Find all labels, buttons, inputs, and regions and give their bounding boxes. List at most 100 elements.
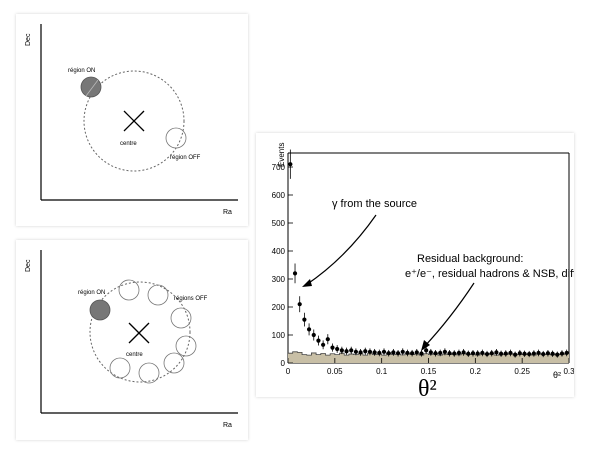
center-cross-b [123, 110, 145, 132]
off-histogram-layer [288, 351, 569, 356]
on-point [508, 350, 513, 356]
on-point [555, 352, 560, 357]
x-tick-label: 0 [286, 367, 291, 376]
on-region-label: région ON [78, 290, 105, 296]
on-points-layer [288, 149, 569, 358]
x-axis-label: θ² [553, 370, 561, 380]
on-point [419, 351, 424, 356]
annotation-source: γ from the source [332, 198, 417, 210]
on-point [292, 271, 298, 276]
on-point [480, 350, 485, 356]
center-cross-b [128, 322, 150, 344]
scan-ring [83, 70, 185, 172]
on-point [442, 349, 447, 354]
y-tick-label: 500 [272, 219, 286, 228]
on-point [475, 351, 480, 356]
on-point [381, 349, 387, 354]
annotation-background-arrowhead [421, 340, 430, 351]
on-point [414, 350, 419, 355]
on-point [470, 351, 476, 356]
theta2-caption: θ² [418, 376, 437, 402]
on-point [536, 350, 541, 356]
off-region [109, 357, 131, 379]
annotation-background-line2: e⁺/e⁻, residual hadrons & NSB, diffuse γ [405, 268, 574, 280]
off-regions-label: régions OFF [174, 296, 208, 302]
on-point [424, 348, 429, 353]
diagram-single-off: Dec Ra région ON centre région OFF [16, 14, 248, 226]
on-point [400, 349, 405, 354]
center-label: centre [126, 352, 143, 358]
on-point [517, 351, 522, 356]
y-tick-label: 100 [272, 331, 286, 340]
on-point [461, 350, 466, 355]
on-point [363, 349, 368, 354]
center-label: centre [120, 141, 137, 147]
diagram-single-off-svg: Dec Ra région ON centre région OFF [25, 24, 238, 216]
on-point [452, 351, 457, 356]
on-point [405, 350, 410, 356]
on-point [503, 351, 508, 356]
axis-label-dec: Dec [25, 33, 32, 46]
on-point [564, 350, 569, 356]
off-region [138, 362, 160, 384]
x-tick-label: 0.15 [421, 367, 437, 376]
on-point [545, 351, 551, 356]
y-tick-label: 600 [272, 191, 286, 200]
diagram-multi-off: Dec Ra région ON centre régions OFF [16, 240, 248, 440]
x-tick-label: 0.3 [563, 367, 574, 376]
on-point [316, 338, 321, 343]
axis-label-dec: Dec [25, 259, 32, 272]
on-point [498, 351, 504, 356]
on-region-label: région ON [68, 68, 95, 74]
on-point [321, 342, 326, 347]
y-tick-layer: 0 100 200 300 400 500 600 700 [272, 163, 293, 368]
on-point [367, 349, 373, 354]
on-point [433, 351, 438, 356]
on-point [311, 332, 316, 338]
axis-label-ra: Ra [223, 209, 232, 216]
off-region [147, 284, 169, 306]
on-point [513, 352, 518, 357]
on-point [377, 350, 382, 356]
on-point [484, 351, 490, 357]
on-point [330, 345, 335, 350]
on-point [438, 350, 443, 356]
on-point [395, 351, 401, 356]
on-point [344, 349, 349, 354]
on-region-mark [85, 79, 99, 97]
on-point [386, 351, 391, 356]
annotation-background-arrow [423, 282, 475, 348]
y-tick-label: 400 [272, 247, 286, 256]
off-region [165, 127, 187, 149]
theta2-chart-panel: Events θ² 0 0.05 0.1 0.15 0.2 0.25 0.3 0 100 200… [256, 133, 603, 397]
on-point [325, 337, 330, 342]
on-point [531, 351, 536, 356]
on-region [89, 299, 111, 321]
on-point [489, 351, 494, 356]
on-point [456, 350, 462, 356]
x-tick-layer: 0 0.05 0.1 0.15 0.2 0.25 0.3 [286, 358, 575, 376]
on-point [447, 351, 452, 356]
y-tick-label: 0 [281, 359, 286, 368]
on-point [550, 351, 555, 356]
on-point [335, 346, 340, 352]
x-tick-label: 0.05 [327, 367, 343, 376]
on-point [466, 351, 471, 356]
on-region [80, 76, 102, 98]
on-point [306, 327, 312, 332]
on-point [302, 317, 307, 322]
on-point [353, 349, 359, 354]
theta2-chart-svg: Events θ² 0 0.05 0.1 0.15 0.2 0.25 0.3 0 100 200… [272, 143, 603, 380]
off-region-label: région OFF [170, 155, 201, 161]
y-tick-label: 700 [272, 163, 286, 172]
off-region [175, 335, 197, 357]
off-region [118, 279, 140, 301]
off-histogram-line [288, 351, 569, 356]
off-region [163, 352, 185, 374]
on-point [541, 351, 546, 357]
axis-label-ra: Ra [223, 422, 232, 429]
diagram-multi-off-svg: Dec Ra région ON centre régions OFF [25, 250, 238, 429]
on-point [522, 351, 527, 356]
on-point [288, 162, 293, 167]
on-point [527, 351, 532, 357]
